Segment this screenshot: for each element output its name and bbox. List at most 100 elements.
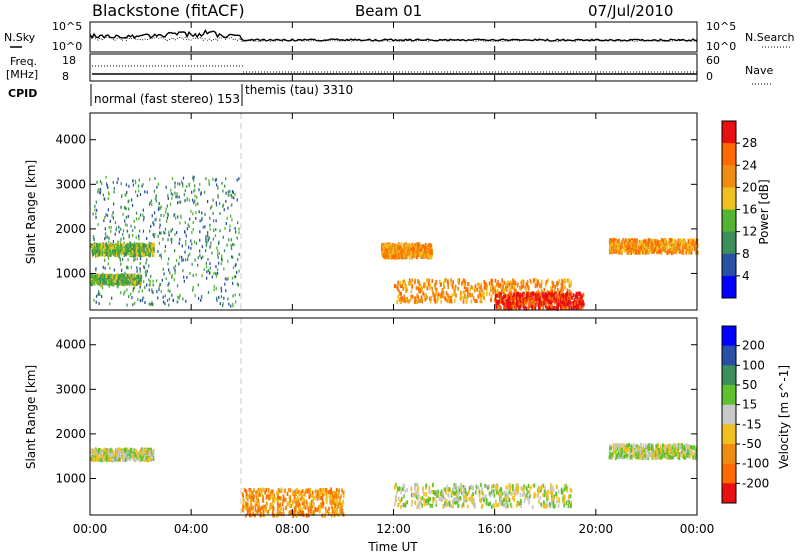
echo-cell bbox=[105, 213, 107, 217]
echo-cell bbox=[195, 203, 197, 207]
nave-label: Nave bbox=[745, 64, 773, 77]
echo-cell bbox=[410, 243, 412, 248]
echo-cell bbox=[218, 201, 221, 205]
echo-cell bbox=[165, 210, 167, 214]
echo-cell bbox=[194, 194, 196, 198]
echo-cell bbox=[681, 241, 684, 246]
echo-cell bbox=[144, 457, 147, 462]
echo-cell bbox=[494, 278, 497, 283]
echo-cell bbox=[428, 243, 431, 248]
echo-cell bbox=[521, 492, 524, 497]
echo-cell bbox=[138, 242, 140, 247]
echo-cell bbox=[133, 252, 136, 257]
echo-cell bbox=[501, 286, 504, 291]
echo-cell bbox=[542, 301, 544, 306]
echo-cell bbox=[206, 200, 209, 203]
echo-cell bbox=[124, 219, 126, 223]
echo-cell bbox=[217, 187, 219, 190]
echo-cell bbox=[148, 247, 151, 252]
echo-cell bbox=[212, 228, 215, 232]
echo-cell bbox=[389, 250, 391, 255]
echo-cell bbox=[399, 299, 402, 304]
echo-cell bbox=[644, 250, 647, 255]
echo-cell bbox=[611, 242, 613, 247]
echo-cell bbox=[557, 489, 560, 494]
echo-cell bbox=[561, 278, 564, 283]
echo-cell bbox=[468, 497, 471, 501]
echo-cell bbox=[205, 235, 207, 238]
echo-cell bbox=[109, 302, 111, 306]
echo-cell bbox=[103, 456, 106, 461]
echo-cell bbox=[134, 275, 137, 280]
echo-cell bbox=[197, 256, 199, 260]
echo-cell bbox=[404, 503, 407, 508]
echo-cell bbox=[188, 224, 190, 228]
echo-cell bbox=[94, 274, 97, 279]
echo-cell bbox=[530, 297, 532, 302]
echo-cell bbox=[141, 456, 144, 461]
echo-cell bbox=[152, 456, 155, 461]
echo-cell bbox=[116, 243, 119, 247]
echo-cell bbox=[122, 247, 125, 252]
echo-cell bbox=[126, 273, 129, 278]
echo-cell bbox=[504, 294, 506, 299]
echo-cell bbox=[199, 238, 201, 242]
echo-cell bbox=[94, 204, 96, 208]
echo-cell bbox=[126, 447, 129, 452]
echo-cell bbox=[496, 486, 499, 491]
echo-cell bbox=[550, 500, 553, 505]
echo-cell bbox=[109, 245, 112, 250]
echo-cell bbox=[559, 300, 562, 305]
echo-cell bbox=[160, 205, 162, 209]
echo-cell bbox=[394, 502, 396, 507]
echo-cell bbox=[633, 248, 635, 253]
echo-cell bbox=[408, 254, 411, 259]
echo-cell bbox=[508, 298, 511, 303]
echo-cell bbox=[460, 483, 463, 487]
echo-cell bbox=[152, 221, 154, 225]
colorbar-tick-label: 8 bbox=[742, 247, 750, 261]
echo-cell bbox=[662, 247, 664, 252]
echo-cell bbox=[96, 253, 98, 258]
echo-cell bbox=[402, 279, 404, 284]
echo-cell bbox=[116, 279, 119, 284]
echo-cell bbox=[529, 494, 531, 499]
echo-cell bbox=[124, 223, 127, 227]
echo-cell bbox=[556, 499, 558, 504]
echo-cell bbox=[411, 294, 414, 299]
echo-cell bbox=[162, 295, 164, 299]
echo-cell bbox=[232, 255, 234, 259]
cpid-mode-1: normal (fast stereo) 153 bbox=[94, 92, 240, 106]
echo-cell bbox=[429, 246, 431, 250]
echo-cell bbox=[143, 253, 145, 258]
echo-cell bbox=[235, 230, 237, 234]
echo-cell bbox=[150, 274, 152, 278]
echo-cell bbox=[154, 218, 156, 222]
echo-cell bbox=[526, 280, 529, 285]
echo-cell bbox=[410, 251, 413, 256]
echo-cell bbox=[402, 483, 405, 488]
echo-cell bbox=[128, 249, 131, 254]
echo-cell bbox=[212, 212, 214, 215]
echo-cell bbox=[568, 500, 571, 505]
echo-cell bbox=[120, 205, 122, 209]
echo-cell bbox=[124, 276, 126, 281]
echo-cell bbox=[173, 278, 175, 282]
echo-cell bbox=[180, 214, 182, 218]
echo-cell bbox=[162, 267, 164, 271]
echo-cell bbox=[528, 296, 531, 301]
echo-cell bbox=[223, 267, 225, 271]
echo-cell bbox=[518, 301, 520, 306]
echo-cell bbox=[386, 253, 389, 258]
echo-cell bbox=[168, 303, 170, 307]
echo-cell bbox=[485, 494, 487, 499]
echo-cell bbox=[215, 203, 218, 207]
echo-cell bbox=[562, 295, 565, 300]
echo-cell bbox=[531, 305, 534, 310]
echo-cell bbox=[119, 240, 121, 244]
echo-cell bbox=[238, 252, 240, 256]
echo-cell bbox=[99, 280, 101, 284]
echo-cell bbox=[429, 503, 432, 508]
echo-cell bbox=[395, 498, 397, 503]
echo-cell bbox=[488, 491, 491, 496]
